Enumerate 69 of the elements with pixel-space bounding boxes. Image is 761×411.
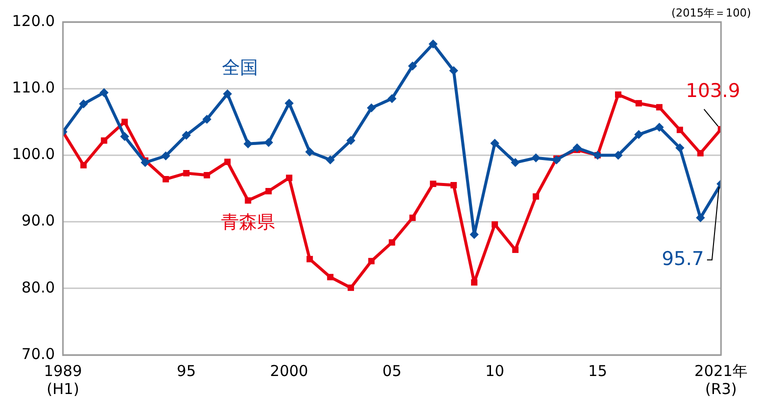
point [450, 182, 457, 188]
point [224, 158, 231, 166]
x-tick-label: 05 [382, 362, 402, 380]
point [408, 61, 418, 70]
point [614, 91, 622, 98]
point [471, 279, 478, 286]
text: (2015年＝100) [671, 6, 751, 20]
point [346, 136, 356, 146]
x-tick-label: 15 [588, 362, 608, 380]
point [80, 162, 87, 168]
point [531, 153, 540, 162]
point [305, 147, 314, 156]
point [202, 114, 212, 124]
point [100, 88, 109, 98]
point [656, 104, 662, 110]
point [161, 151, 170, 160]
annotation: 95.7 [662, 248, 704, 270]
y-tick-label: 100.0 [12, 145, 55, 164]
y-tick-label: 120.0 [12, 12, 55, 30]
point [222, 89, 232, 98]
y-tick-label: 70.0 [22, 344, 55, 363]
point [121, 118, 128, 126]
point [387, 94, 396, 104]
x-tick-label: 2021年 (R3) [694, 362, 748, 398]
point [162, 176, 169, 182]
point [512, 246, 519, 253]
point [79, 99, 88, 108]
point [430, 180, 436, 188]
x-tick-label: 10 [485, 362, 504, 380]
point [449, 66, 458, 76]
point [675, 143, 684, 152]
point [636, 100, 642, 106]
point [183, 170, 190, 176]
x-tick-label: 2000 [270, 362, 308, 380]
point [532, 193, 540, 200]
series-label: 青森県 [221, 212, 276, 233]
point [572, 143, 582, 152]
point [634, 130, 644, 140]
point [327, 274, 334, 280]
point [490, 138, 500, 148]
x-tick-label: 95 [176, 362, 196, 380]
point [697, 150, 704, 156]
point [492, 221, 498, 228]
x-tick-label: 1989 (H1) [44, 362, 82, 398]
point [182, 130, 191, 140]
point [428, 39, 438, 48]
series-label: 全国 [222, 57, 258, 78]
point [409, 214, 416, 221]
point [100, 137, 108, 144]
point [265, 188, 272, 194]
point [264, 138, 274, 148]
annotation: 103.9 [686, 80, 740, 102]
point [510, 158, 520, 168]
point [676, 126, 684, 134]
y-tick-label: 80.0 [22, 278, 55, 296]
point [140, 158, 150, 168]
point [348, 284, 354, 291]
y-tick-label: 110.0 [12, 78, 55, 96]
y-tick-label: 90.0 [22, 212, 55, 230]
point [366, 103, 376, 112]
point [654, 122, 664, 132]
point [326, 155, 335, 164]
point [284, 98, 294, 108]
point [204, 172, 210, 178]
point [306, 256, 313, 262]
point [120, 132, 130, 142]
point [286, 174, 292, 182]
point [368, 258, 375, 264]
point [696, 213, 705, 222]
